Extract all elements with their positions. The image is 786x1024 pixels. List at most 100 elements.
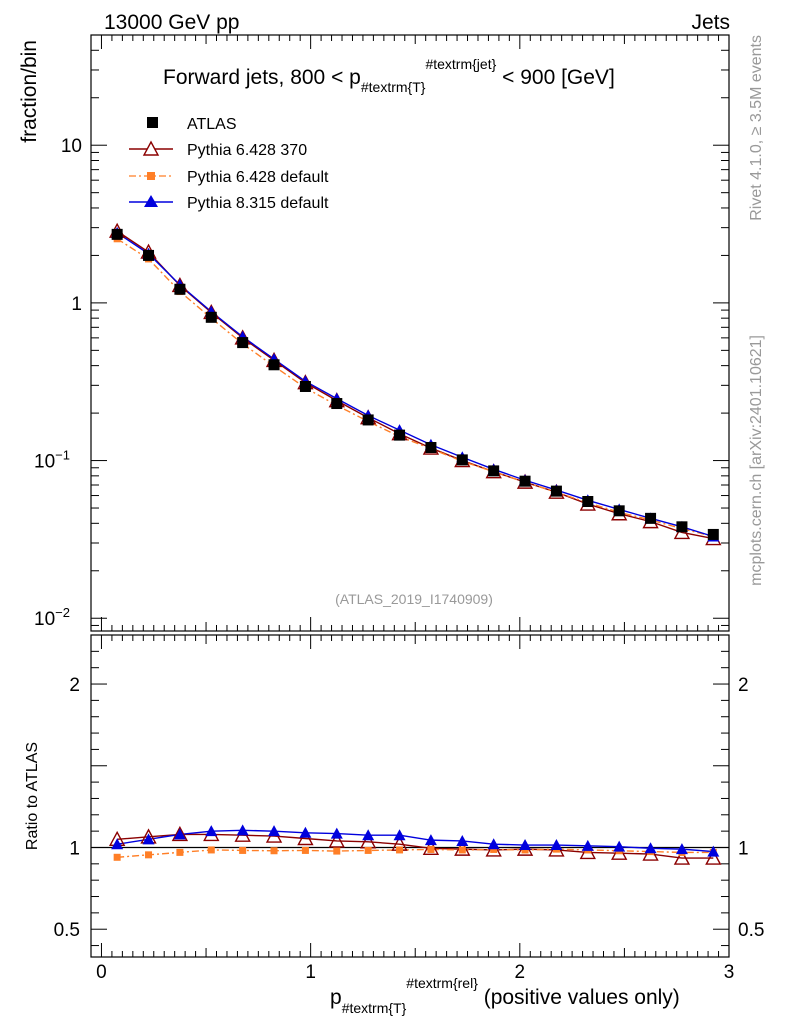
ratio-point-pythia-8-315-default [613, 840, 626, 852]
ratio-point-pythia-6-428-default [270, 847, 278, 855]
main-point-atlas [331, 398, 343, 410]
main-point-atlas [143, 249, 155, 261]
chart-title-main: Forward jets, 800 < p [163, 66, 361, 89]
ratio-y-axis-label: Ratio to ATLAS [24, 742, 41, 850]
x-tick-label: 3 [724, 962, 735, 983]
main-point-atlas [237, 337, 249, 349]
ratio-point-pythia-6-428-default [458, 846, 466, 854]
ratio-point-pythia-6-428-default [176, 848, 184, 856]
category-label: Jets [691, 11, 730, 34]
ratio-point-pythia-6-428-default [364, 846, 372, 854]
main-point-atlas [550, 485, 562, 497]
legend: ATLAS Pythia 6.428 370 Pythia 6.428 defa… [129, 116, 329, 212]
main-point-atlas [268, 359, 280, 371]
main-line-pythia-6-428-370 [116, 230, 714, 540]
ratio-point-pythia-8-315-default [393, 829, 406, 841]
chart-title-subscript: #textrm{T} [361, 79, 426, 95]
ratio-point-pythia-8-315-default [142, 833, 155, 845]
main-y-tick-label: 10−2 [34, 605, 70, 630]
x-tick-labels: 0 1 2 3 [96, 962, 734, 983]
ratio-y-tick-label: 1 [69, 838, 80, 859]
ratio-point-pythia-8-315-default [173, 828, 186, 840]
x-tick-label: 1 [305, 962, 316, 983]
ratio-point-pythia-6-428-370 [171, 825, 189, 842]
ratio-point-pythia-6-428-370 [297, 830, 314, 846]
ratio-point-pythia-6-428-370 [328, 832, 345, 848]
main-point-atlas [676, 521, 688, 533]
chart-title-tail: < 900 [GeV] [496, 66, 615, 89]
main-y-tick-label-base: 1 [71, 294, 82, 315]
main-point-atlas [582, 496, 594, 508]
ratio-point-pythia-8-315-default [519, 839, 532, 851]
main-point-atlas [488, 465, 500, 477]
rivet-version-label: Rivet 4.1.0, ≥ 3.5M events [748, 35, 765, 221]
main-point-atlas [425, 442, 437, 454]
ratio-y-tick-label-right: 0.5 [738, 920, 764, 941]
main-point-atlas [362, 414, 374, 426]
ratio-panel-ticks [91, 634, 730, 957]
main-point-atlas [645, 512, 657, 524]
ratio-line-pythia-6-428-370 [117, 833, 714, 859]
main-panel-frame [90, 34, 730, 632]
legend-marker-pythia6-default [147, 172, 155, 180]
ratio-point-pythia-8-315-default [581, 839, 594, 851]
ratio-y-tick-label: 0.5 [54, 920, 80, 941]
main-point-atlas [111, 228, 123, 240]
legend-label-pythia6-default: Pythia 6.428 default [187, 169, 329, 186]
main-y-tick-label-exponent: −2 [55, 605, 70, 620]
legend-label-pythia6-370: Pythia 6.428 370 [187, 142, 307, 159]
main-point-atlas [394, 429, 406, 441]
ratio-point-pythia-8-315-default [487, 838, 500, 850]
x-axis-label-main: p [330, 986, 342, 1009]
ratio-point-pythia-8-315-default [299, 826, 312, 838]
analysis-id-label: (ATLAS_2019_I1740909) [335, 591, 493, 607]
ratio-panel-series [91, 824, 729, 865]
ratio-point-pythia-6-428-370 [673, 849, 691, 865]
mcplots-label: mcplots.cern.ch [arXiv:2401.10621] [748, 335, 765, 586]
ratio-point-pythia-8-315-default [236, 824, 249, 836]
main-y-tick-label-base: 10 [61, 136, 82, 157]
ratio-point-pythia-6-428-370 [705, 849, 722, 865]
ratio-point-pythia-8-315-default [268, 825, 281, 837]
ratio-point-pythia-8-315-default [644, 842, 657, 854]
ratio-point-pythia-8-315-default [111, 838, 124, 850]
chart-title: Forward jets, 800 < p#textrm{T} #textrm{j… [163, 56, 615, 95]
energy-label: 13000 GeV pp [104, 11, 239, 34]
main-y-tick-label-base: 10 [34, 452, 55, 473]
ratio-point-pythia-8-315-default [550, 839, 563, 851]
ratio-panel-frame [90, 634, 730, 958]
ratio-point-pythia-6-428-default [333, 847, 341, 855]
x-axis-label-superscript: #textrm{rel} [406, 975, 478, 991]
main-panel-series [108, 222, 722, 546]
legend-label-atlas: ATLAS [187, 116, 237, 133]
legend-marker-atlas [147, 117, 158, 128]
x-tick-label: 0 [96, 962, 107, 983]
x-axis-label-subscript: #textrm{T} [342, 1000, 407, 1016]
legend-marker-pythia6-370 [142, 140, 160, 156]
main-panel-ticks [91, 34, 730, 631]
x-axis-label-tail: (positive values only) [478, 986, 680, 1009]
main-line-pythia-8-315-default [116, 232, 714, 538]
ratio-point-pythia-8-315-default [330, 827, 343, 839]
ratio-y-tick-label-right: 2 [738, 675, 749, 696]
ratio-point-pythia-6-428-default [239, 846, 247, 854]
ratio-point-pythia-6-428-default [427, 845, 435, 853]
main-point-atlas [299, 380, 311, 392]
main-point-atlas [174, 283, 186, 295]
ratio-point-pythia-8-315-default [675, 843, 688, 855]
main-y-tick-label: 1 [71, 294, 82, 315]
legend-label-pythia8-default: Pythia 8.315 default [187, 195, 329, 212]
ratio-point-pythia-8-315-default [362, 829, 375, 841]
ratio-point-pythia-8-315-default [424, 834, 437, 846]
ratio-point-pythia-6-428-default [301, 846, 309, 854]
ratio-point-pythia-8-315-default [707, 845, 720, 857]
x-axis-label: p#textrm{T} #textrm{rel} (positive values… [330, 975, 680, 1016]
ratio-y-tick-label-right: 1 [738, 838, 749, 859]
main-point-atlas [205, 311, 217, 323]
main-line-pythia-6-428-default [116, 238, 714, 538]
ratio-point-pythia-6-428-default [113, 853, 121, 861]
main-point-atlas [613, 505, 625, 517]
chart-title-superscript: #textrm{jet} [425, 56, 496, 72]
x-tick-label: 2 [515, 962, 526, 983]
